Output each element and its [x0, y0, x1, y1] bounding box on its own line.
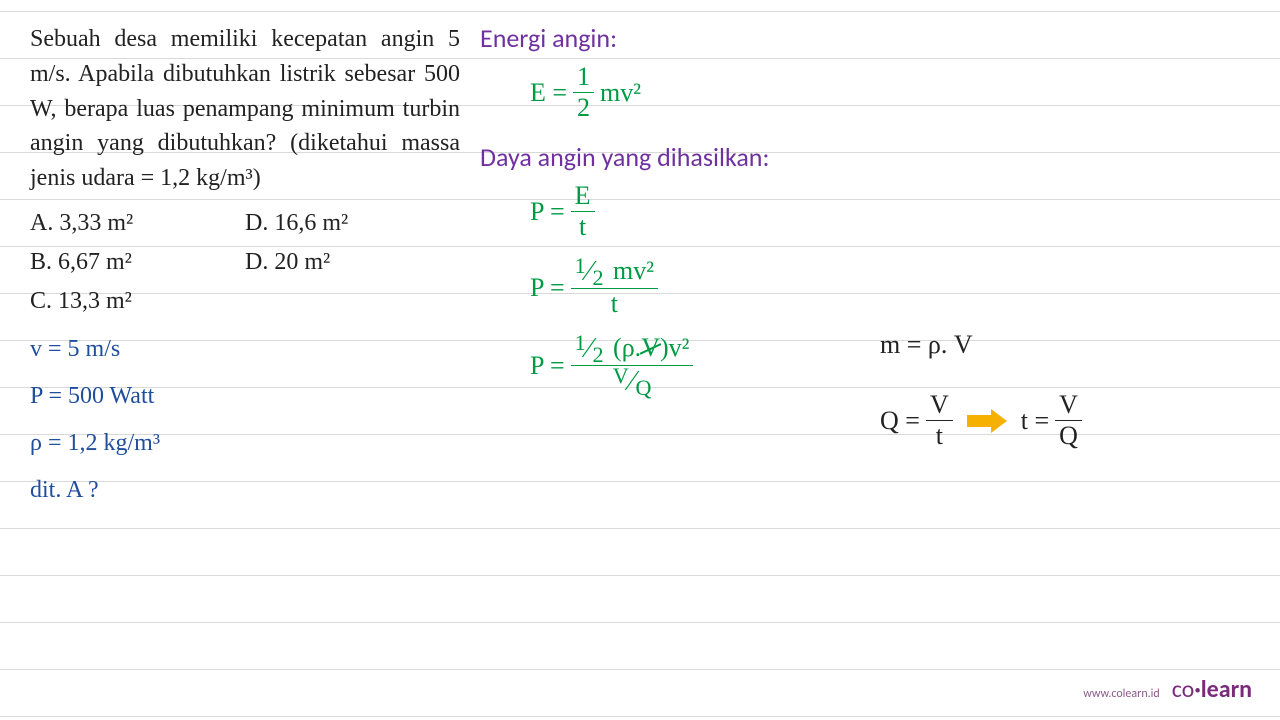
known-dit: dit. A ? — [30, 473, 460, 508]
eq-power-1: P = E t — [480, 181, 1250, 242]
eq-p2-half: 1 ⁄ 2 — [575, 256, 604, 288]
eq-p1-lhs: P = — [530, 197, 565, 227]
eq-p3-den: V ⁄ Q — [571, 365, 694, 398]
brand-co: co — [1172, 675, 1195, 704]
eq-p3-half-d: 2 — [593, 342, 604, 368]
aux-flow: Q = V t t = V Q — [880, 390, 1082, 451]
eq-p3-vq-n: V — [613, 363, 629, 389]
header-energy: Energi angin: — [480, 22, 1250, 54]
option-b: B. 6,67 m² — [30, 245, 245, 280]
known-p: P = 500 Watt — [30, 379, 460, 414]
eq-p3-half-n: 1 — [575, 330, 586, 356]
aux-q: Q = V t — [880, 390, 953, 451]
eq-p2-half-d: 2 — [593, 265, 604, 291]
aux-t: t = V Q — [1021, 390, 1082, 451]
eq-e-half-den: 2 — [573, 92, 594, 123]
page: Sebuah desa memiliki kecepatan angin 5 m… — [0, 0, 1280, 720]
slash-icon: ⁄ — [630, 366, 635, 398]
arrow-icon — [967, 409, 1007, 433]
aux-t-den: Q — [1055, 420, 1082, 451]
arrow-head — [991, 409, 1007, 433]
aux-q-den: t — [926, 420, 953, 451]
aux-q-lhs: Q = — [880, 406, 920, 436]
eq-p3-vq: V ⁄ Q — [613, 366, 652, 398]
eq-p3-half: 1 ⁄ 2 — [575, 333, 604, 365]
eq-p3-lhs: P = — [530, 351, 565, 381]
eq-p3-v-cancel: V — [641, 333, 660, 363]
option-a: A. 3,33 m² — [30, 206, 245, 241]
eq-power-3: P = 1 ⁄ 2 (ρ.V)v² V ⁄ Q — [480, 333, 1250, 398]
eq-e-half-num: 1 — [573, 62, 594, 92]
eq-p2-num: 1 ⁄ 2 mv² — [571, 256, 658, 288]
known-rho: ρ = 1,2 kg/m³ — [30, 426, 460, 461]
header-power: Daya angin yang dihasilkan: — [480, 141, 1250, 173]
option-c: C. 13,3 m² — [30, 284, 245, 319]
eq-p3-num: 1 ⁄ 2 (ρ.V)v² — [571, 333, 694, 365]
eq-p2-frac: 1 ⁄ 2 mv² t — [571, 256, 658, 319]
eq-p2-den: t — [571, 288, 658, 319]
footer-url: www.colearn.id — [1083, 687, 1159, 701]
eq-p1-den: t — [571, 211, 595, 242]
footer: www.colearn.id co·learn — [1083, 675, 1252, 704]
eq-p1-frac: E t — [571, 181, 595, 242]
eq-e-rhs: mv² — [600, 78, 641, 108]
aux-t-frac: V Q — [1055, 390, 1082, 451]
option-d: D. 16,6 m² — [245, 206, 460, 241]
slash-icon: ⁄ — [587, 256, 592, 288]
aux-q-num: V — [926, 390, 953, 420]
content: Sebuah desa memiliki kecepatan angin 5 m… — [0, 0, 1280, 720]
aux-q-frac: V t — [926, 390, 953, 451]
eq-e-half: 1 2 — [573, 62, 594, 123]
eq-p2-mv2: mv² — [613, 256, 654, 285]
eq-p3-frac: 1 ⁄ 2 (ρ.V)v² V ⁄ Q — [571, 333, 694, 398]
eq-p2-half-n: 1 — [575, 253, 586, 279]
arrow-body — [967, 415, 993, 427]
right-column: Energi angin: E = 1 2 mv² Daya angin yan… — [480, 22, 1250, 416]
known-v: v = 5 m/s — [30, 332, 460, 367]
footer-brand: co·learn — [1172, 675, 1252, 704]
aux-mass: m = ρ. V — [880, 330, 973, 360]
eq-p3-vq-d: Q — [635, 375, 651, 401]
question-text: Sebuah desa memiliki kecepatan angin 5 m… — [30, 22, 460, 196]
eq-p1-num: E — [571, 181, 595, 211]
brand-learn: learn — [1201, 675, 1252, 704]
aux-t-num: V — [1055, 390, 1082, 420]
eq-power-2: P = 1 ⁄ 2 mv² t — [480, 256, 1250, 319]
eq-e-lhs: E = — [530, 78, 567, 108]
option-e: D. 20 m² — [245, 245, 460, 280]
eq-p3-paren-close: )v² — [660, 333, 689, 362]
known-values: v = 5 m/s P = 500 Watt ρ = 1,2 kg/m³ dit… — [30, 332, 460, 507]
options: A. 3,33 m² D. 16,6 m² B. 6,67 m² D. 20 m… — [30, 206, 460, 318]
eq-p2-lhs: P = — [530, 273, 565, 303]
aux-t-lhs: t = — [1021, 406, 1049, 436]
eq-energy: E = 1 2 mv² — [480, 62, 1250, 123]
eq-p3-paren-open: (ρ. — [613, 333, 641, 362]
slash-icon: ⁄ — [587, 333, 592, 365]
left-column: Sebuah desa memiliki kecepatan angin 5 m… — [30, 22, 460, 520]
